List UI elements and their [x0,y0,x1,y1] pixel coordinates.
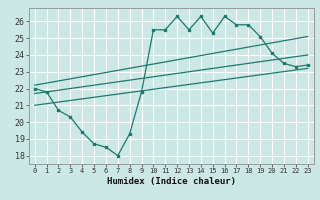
X-axis label: Humidex (Indice chaleur): Humidex (Indice chaleur) [107,177,236,186]
